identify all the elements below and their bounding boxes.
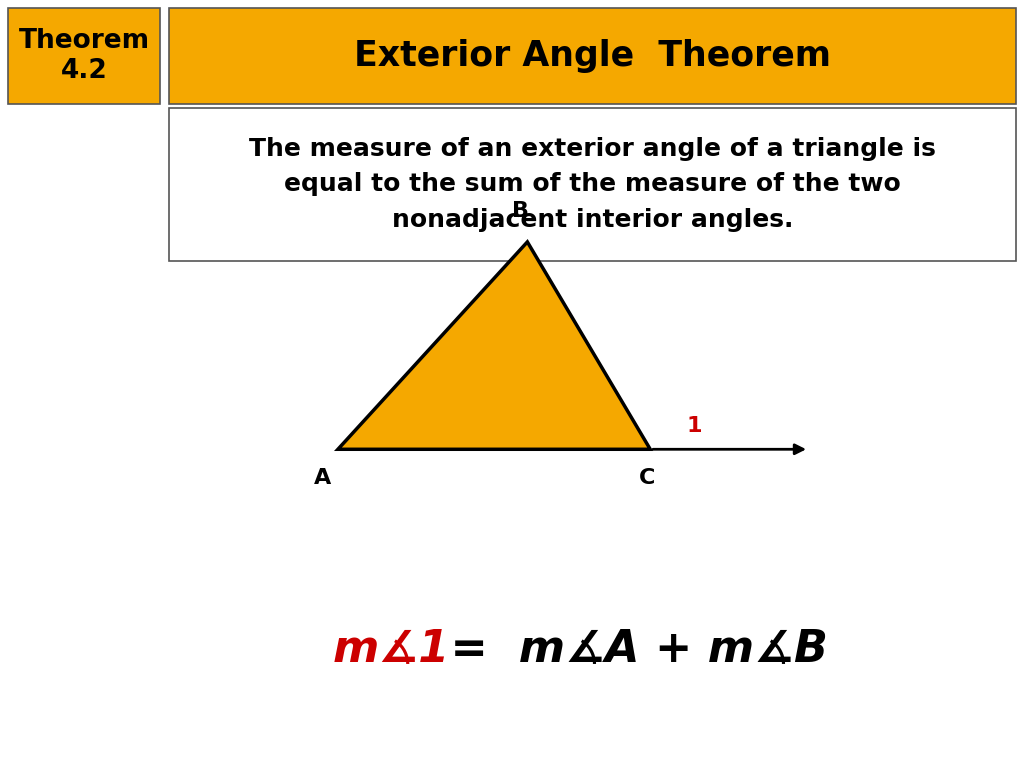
Text: m∡1: m∡1 bbox=[333, 627, 451, 670]
Text: A: A bbox=[314, 468, 331, 488]
FancyBboxPatch shape bbox=[169, 8, 1016, 104]
Polygon shape bbox=[338, 242, 650, 449]
Text: C: C bbox=[639, 468, 655, 488]
Text: Theorem
4.2: Theorem 4.2 bbox=[18, 28, 150, 84]
Text: B: B bbox=[512, 201, 528, 221]
FancyBboxPatch shape bbox=[169, 108, 1016, 261]
Text: Exterior Angle  Theorem: Exterior Angle Theorem bbox=[354, 38, 830, 73]
FancyBboxPatch shape bbox=[8, 8, 160, 104]
Text: 1: 1 bbox=[686, 416, 702, 436]
Text: The measure of an exterior angle of a triangle is
equal to the sum of the measur: The measure of an exterior angle of a tr… bbox=[249, 137, 936, 232]
Text: =  m∡A + m∡B: = m∡A + m∡B bbox=[435, 627, 828, 670]
